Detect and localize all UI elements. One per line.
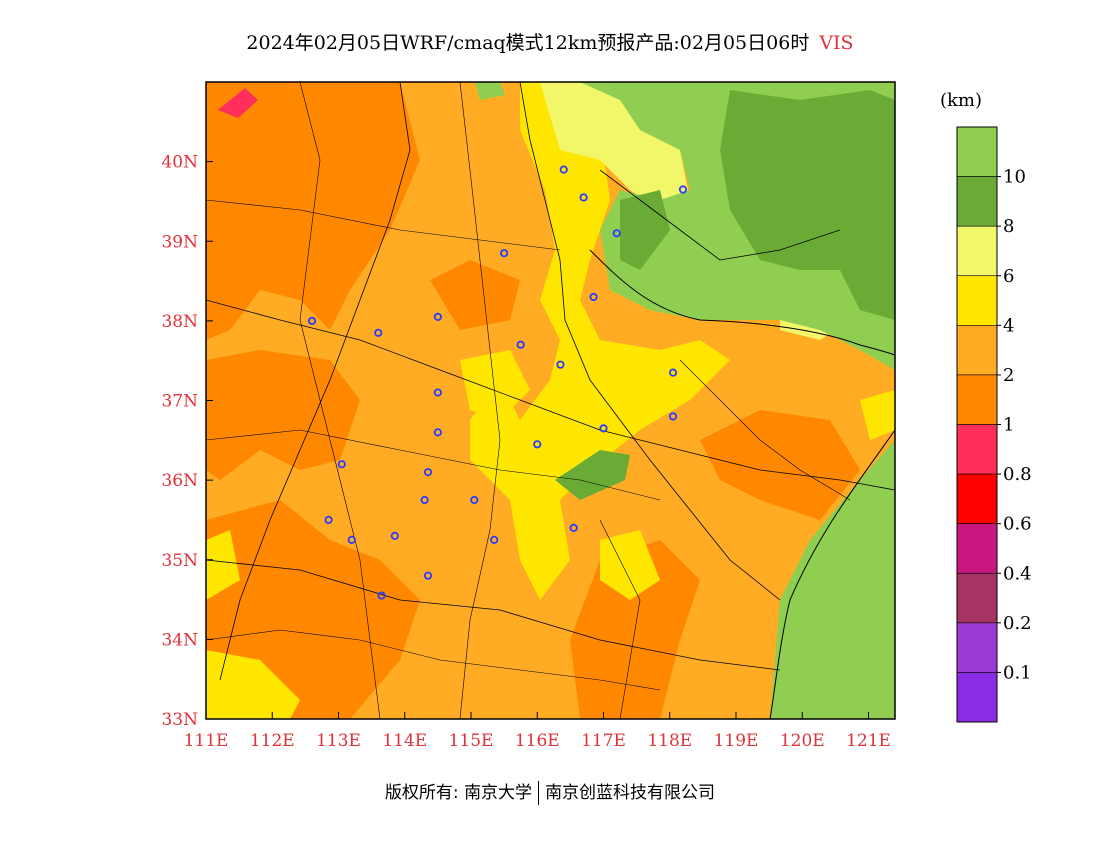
colorbar-swatch (956, 176, 998, 227)
legend-unit: (km) (940, 90, 983, 111)
city-marker (307, 316, 317, 325)
y-tick-label: 39N (161, 232, 198, 252)
y-tick-label: 38N (161, 312, 198, 332)
city-marker (579, 193, 588, 202)
city-marker (433, 428, 442, 437)
y-tick-label: 35N (161, 551, 198, 571)
owner-university: 南京大学 (464, 783, 533, 803)
city-marker (556, 360, 565, 369)
x-tick-label: 117E (581, 731, 626, 751)
x-tick-label: 115E (449, 731, 494, 751)
title-text: 2024年02月05日WRF/cmaq模式12km预报产品:02月05日06时 (246, 32, 810, 54)
colorbar: 10 8 6 4 2 1 0.8 0.6 0.4 0.2 0.1 (956, 126, 1032, 723)
x-tick-label: 121E (846, 731, 891, 751)
x-tick-label: 113E (316, 731, 361, 751)
colorbar-swatch (956, 473, 998, 524)
y-tick-label: 37N (161, 392, 198, 412)
city-marker (374, 328, 383, 337)
visibility-field (206, 82, 895, 719)
city-marker (337, 460, 346, 469)
city-marker (516, 340, 525, 349)
city-marker (599, 424, 608, 433)
city-marker (533, 440, 542, 449)
city-marker (423, 571, 433, 580)
owner-company: 南京创蓝科技有限公司 (545, 783, 716, 803)
colorbar-swatch (956, 523, 998, 574)
y-tick-label: 34N (161, 630, 198, 650)
city-marker (324, 515, 333, 525)
colorbar-swatch (956, 325, 998, 376)
colorbar-label: 10 (1003, 167, 1026, 188)
city-marker (589, 292, 598, 302)
colorbar-swatch (956, 672, 998, 723)
city-marker (678, 185, 688, 194)
variable-label: VIS (819, 32, 854, 54)
x-tick-label: 119E (714, 731, 759, 751)
city-marker (569, 523, 578, 533)
x-tick-label: 112E (250, 731, 295, 751)
colorbar-swatch (956, 572, 998, 624)
colorbar-label: 2 (1003, 365, 1014, 386)
colorbar-swatch (956, 275, 998, 326)
city-marker (347, 535, 356, 544)
colorbar-swatch (956, 126, 998, 177)
x-tick-label: 116E (515, 731, 560, 751)
colorbar-label: 4 (1003, 315, 1014, 336)
colorbar-swatch (956, 374, 998, 425)
city-marker (433, 388, 442, 397)
colorbar-label: 8 (1003, 216, 1014, 237)
x-tick-label: 114E (382, 731, 427, 751)
y-tick-label: 36N (161, 471, 198, 491)
colorbar-swatch (956, 225, 998, 277)
city-marker (423, 468, 433, 477)
colorbar-label: 1 (1003, 415, 1014, 436)
city-marker (390, 531, 399, 540)
city-marker (377, 591, 386, 600)
colorbar-label: 0.2 (1003, 613, 1032, 634)
city-marker (668, 412, 678, 421)
colorbar-label: 0.6 (1003, 514, 1032, 535)
colorbar-swatch (956, 622, 998, 673)
city-marker (668, 368, 678, 377)
colorbar-label: 6 (1003, 266, 1014, 287)
city-marker (559, 165, 568, 174)
city-marker (612, 229, 621, 238)
y-tick-label: 33N (161, 710, 198, 730)
x-tick-label: 120E (780, 731, 825, 751)
city-marker (470, 495, 479, 505)
city-marker (420, 495, 429, 505)
city-marker (490, 535, 499, 544)
map-ticks: 111E 112E 113E 114E 115E 116E 117E 118E 119E 120E… (161, 153, 890, 751)
colorbar-label: 0.1 (1003, 662, 1032, 683)
copyright-label: 版权所有: (384, 783, 459, 803)
city-marker (433, 312, 442, 321)
map-title: 2024年02月05日WRF/cmaq模式12km预报产品:02月05日06时 V… (0, 28, 1100, 55)
y-tick-label: 40N (161, 153, 198, 173)
city-markers (307, 165, 688, 600)
colorbar-label: 0.8 (1003, 464, 1032, 485)
copyright-footer: 版权所有: 南京大学 南京创蓝科技有限公司 (0, 778, 1100, 805)
colorbar-swatch (956, 424, 998, 475)
footer-divider (538, 781, 540, 805)
x-tick-label: 118E (647, 731, 692, 751)
city-marker (500, 249, 509, 258)
colorbar-label: 0.4 (1003, 563, 1032, 584)
x-tick-label: 111E (184, 731, 229, 751)
